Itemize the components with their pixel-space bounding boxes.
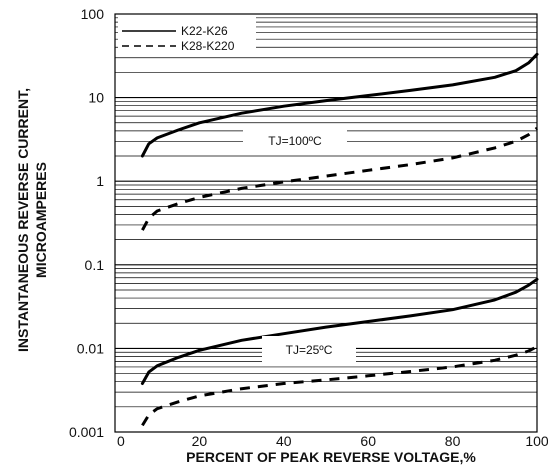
annotation-tj-25-label: TJ=25ºC bbox=[286, 343, 333, 357]
series-line-solid-tj25 bbox=[140, 277, 539, 385]
y-tick-label: 0.001 bbox=[69, 424, 104, 440]
legend: K22-K26 K28-K220 bbox=[118, 17, 256, 55]
y-tick-labels: 0.001 0.01 0.1 1 10 100 bbox=[69, 6, 104, 440]
annotation-tj-25: TJ=25ºC bbox=[262, 336, 356, 362]
series-line-dashed-tj100 bbox=[141, 127, 538, 231]
y-axis-title-line2: MICROAMPERES bbox=[33, 162, 49, 278]
y-tick-label: 100 bbox=[81, 6, 105, 22]
y-axis-title-line1: INSTANTANEOUS REVERSE CURRENT, bbox=[15, 88, 31, 352]
x-tick-label: 20 bbox=[192, 433, 208, 449]
x-tick-labels: 0 20 40 60 80 100 bbox=[117, 433, 548, 449]
grid bbox=[115, 17, 537, 433]
annotation-tj-100: TJ=100ºC bbox=[243, 128, 347, 154]
x-axis-title: PERCENT OF PEAK REVERSE VOLTAGE,% bbox=[186, 449, 476, 465]
plot-frame bbox=[114, 13, 538, 433]
y-tick-label: 0.1 bbox=[85, 257, 105, 273]
y-tick-label: 0.01 bbox=[77, 340, 104, 356]
legend-label-k28-k220: K28-K220 bbox=[181, 39, 235, 53]
x-tick-label: 100 bbox=[525, 433, 548, 449]
x-tick-label: 40 bbox=[276, 433, 292, 449]
annotation-tj-25-box bbox=[262, 336, 356, 362]
series-line-dashed-tj25 bbox=[141, 345, 538, 427]
legend-box bbox=[118, 17, 256, 55]
y-tick-label: 1 bbox=[96, 173, 104, 189]
annotation-tj-100-label: TJ=100ºC bbox=[268, 134, 322, 148]
annotation-tj-100-box bbox=[243, 128, 347, 154]
y-tick-label: 10 bbox=[88, 90, 104, 106]
series-line-solid-tj100 bbox=[140, 52, 539, 158]
x-tick-label: 60 bbox=[360, 433, 376, 449]
x-tick-label: 80 bbox=[445, 433, 461, 449]
legend-label-k22-k26: K22-K26 bbox=[181, 24, 228, 38]
x-tick-label: 0 bbox=[117, 433, 125, 449]
series-group bbox=[140, 52, 539, 427]
